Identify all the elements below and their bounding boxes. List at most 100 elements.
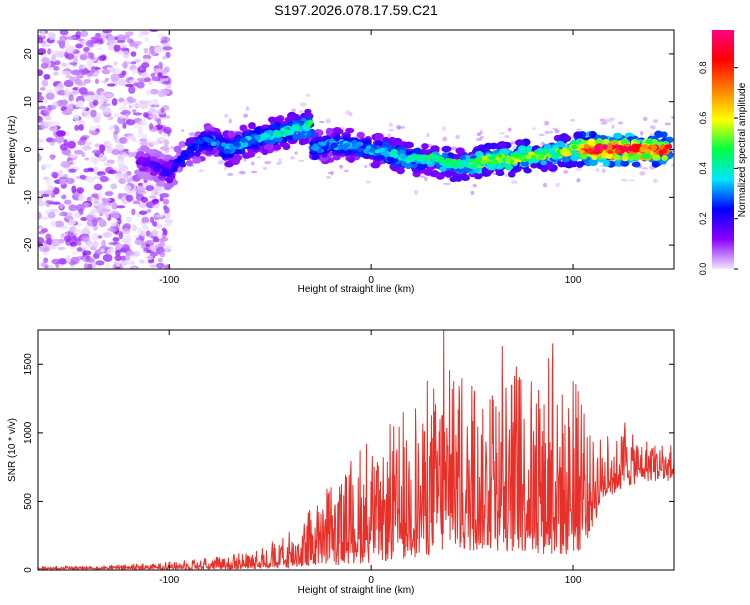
spectrogram-speckle — [640, 131, 644, 136]
spectrogram-noise-blob — [61, 110, 72, 116]
spectrogram-ridge-blob — [363, 148, 370, 154]
spectrogram-noise-blob — [74, 229, 85, 234]
colorbar-tick-label: 0.8 — [698, 61, 708, 74]
spectrogram-noise-blob — [38, 37, 44, 44]
spectrogram-ridge-blob — [273, 132, 282, 138]
spectrogram-noise-blob — [116, 40, 126, 44]
spectrogram-noise-blob — [108, 67, 116, 73]
spectrogram-noise-blob — [54, 85, 60, 93]
spectrogram-ridge-blob — [497, 142, 507, 149]
spectrogram-noise-blob — [133, 235, 140, 239]
snr-xtick-label: 100 — [565, 575, 582, 586]
spectrogram-speckle — [264, 160, 272, 165]
spectrogram-ytick-label: 20 — [23, 48, 34, 60]
spectrogram-ridge-blob — [180, 155, 187, 160]
spectrogram-noise-blob — [117, 218, 122, 225]
spectrogram-ridge-blob — [163, 182, 172, 191]
spectrogram-noise-blob — [140, 230, 146, 237]
spectrogram-noise-blob — [136, 212, 141, 218]
spectrogram-noise-blob — [38, 95, 44, 102]
spectrogram-noise-blob — [57, 246, 66, 251]
spectrogram-ridge-blob — [583, 143, 590, 150]
spectrogram-ridge-blob — [537, 154, 545, 161]
spectrogram-noise-blob — [80, 136, 88, 141]
spectrogram-noise-blob — [138, 100, 148, 104]
spectrogram-ridge-blob — [488, 155, 497, 160]
spectrogram-noise-blob — [68, 218, 77, 226]
spectrogram-speckle — [512, 145, 517, 150]
spectrogram-ridge-blob — [294, 126, 300, 132]
snr-frame — [37, 329, 675, 571]
spectrogram-noise-blob — [141, 216, 150, 224]
spectrogram-noise-blob — [75, 31, 82, 39]
spectrogram-noise-blob — [93, 183, 103, 191]
spectrogram-ytick-label: -20 — [23, 237, 34, 252]
spectrogram-noise-blob — [85, 257, 95, 263]
spectrogram-noise-blob — [75, 43, 83, 49]
spectrogram-ridge-blob — [459, 155, 466, 161]
spectrogram-speckle — [188, 132, 194, 136]
spectrogram-speckle — [470, 190, 475, 195]
spectrogram-noise-blob — [98, 104, 106, 110]
spectrogram-speckle — [228, 118, 232, 124]
spectrogram-speckle — [424, 176, 428, 182]
spectrogram-noise-blob — [63, 235, 72, 242]
spectrogram-ridge-blob — [392, 137, 403, 145]
spectrogram-noise-blob — [134, 43, 139, 49]
spectrogram-ridge-blob — [551, 154, 560, 160]
spectrogram-noise-blob — [65, 132, 71, 137]
spectrogram-ridge-blob — [518, 154, 526, 161]
spectrogram-noise-blob — [104, 210, 110, 219]
spectrogram-noise-blob — [157, 72, 163, 77]
spectrogram-speckle — [169, 145, 175, 150]
spectrogram-noise-blob — [149, 264, 158, 268]
spectrogram-noise-blob — [118, 178, 127, 185]
spectrogram-noise-blob — [165, 221, 172, 228]
spectrogram-noise-blob — [134, 239, 142, 245]
spectrogram-noise-blob — [82, 250, 92, 256]
spectrogram-noise-blob — [162, 126, 172, 134]
spectrogram-noise-blob — [156, 262, 165, 269]
spectrogram-speckle — [472, 183, 477, 188]
spectrogram-noise-blob — [50, 120, 61, 126]
spectrogram-noise-blob — [50, 139, 57, 143]
colorbar-gradient — [712, 30, 734, 269]
spectrogram-noise-blob — [49, 208, 59, 213]
spectrogram-noise-blob — [135, 185, 146, 193]
spectrogram-ridge-blob — [240, 141, 249, 148]
spectrogram-noise-blob — [98, 47, 103, 52]
spectrogram-ridge-blob — [461, 159, 467, 166]
spectrogram-ridge-blob — [150, 161, 158, 167]
spectrogram-noise-blob — [43, 108, 51, 115]
spectrogram-noise-blob — [114, 255, 122, 262]
spectrogram-ridge-blob — [330, 142, 339, 149]
spectrogram-noise-blob — [48, 32, 56, 41]
spectrogram-ytick-label: -10 — [23, 190, 34, 205]
spectrogram-noise-blob — [149, 216, 155, 224]
spectrogram-speckle — [388, 128, 394, 132]
spectrogram-noise-blob — [118, 72, 125, 79]
spectrogram-noise-blob — [150, 88, 159, 95]
spectrogram-noise-blob — [107, 35, 116, 44]
spectrogram-ridge-blob — [239, 137, 248, 143]
spectrogram-noise-blob — [119, 136, 128, 144]
spectrogram-noise-blob — [161, 227, 167, 232]
spectrogram-speckle — [575, 167, 582, 172]
spectrogram-noise-blob — [58, 169, 63, 176]
spectrogram-noise-blob — [104, 191, 113, 197]
spectrogram-noise-blob — [77, 38, 84, 42]
spectrogram-noise-blob — [111, 98, 118, 106]
spectrogram-noise-blob — [80, 234, 90, 243]
spectrogram-speckle — [330, 170, 334, 176]
spectrogram-ridge-blob — [468, 163, 477, 170]
spectrogram-ridge-blob — [196, 139, 204, 145]
spectrogram-noise-blob — [77, 140, 86, 146]
spectrogram-ridge-blob — [170, 165, 178, 172]
spectrogram-ridge-blob — [139, 156, 148, 163]
spectrogram-noise-blob — [46, 238, 53, 246]
spectrogram-ridge-blob — [232, 155, 241, 163]
spectrogram-noise-blob — [44, 115, 52, 121]
spectrogram-speckle — [652, 119, 659, 123]
spectrogram-noise-blob — [65, 61, 71, 70]
